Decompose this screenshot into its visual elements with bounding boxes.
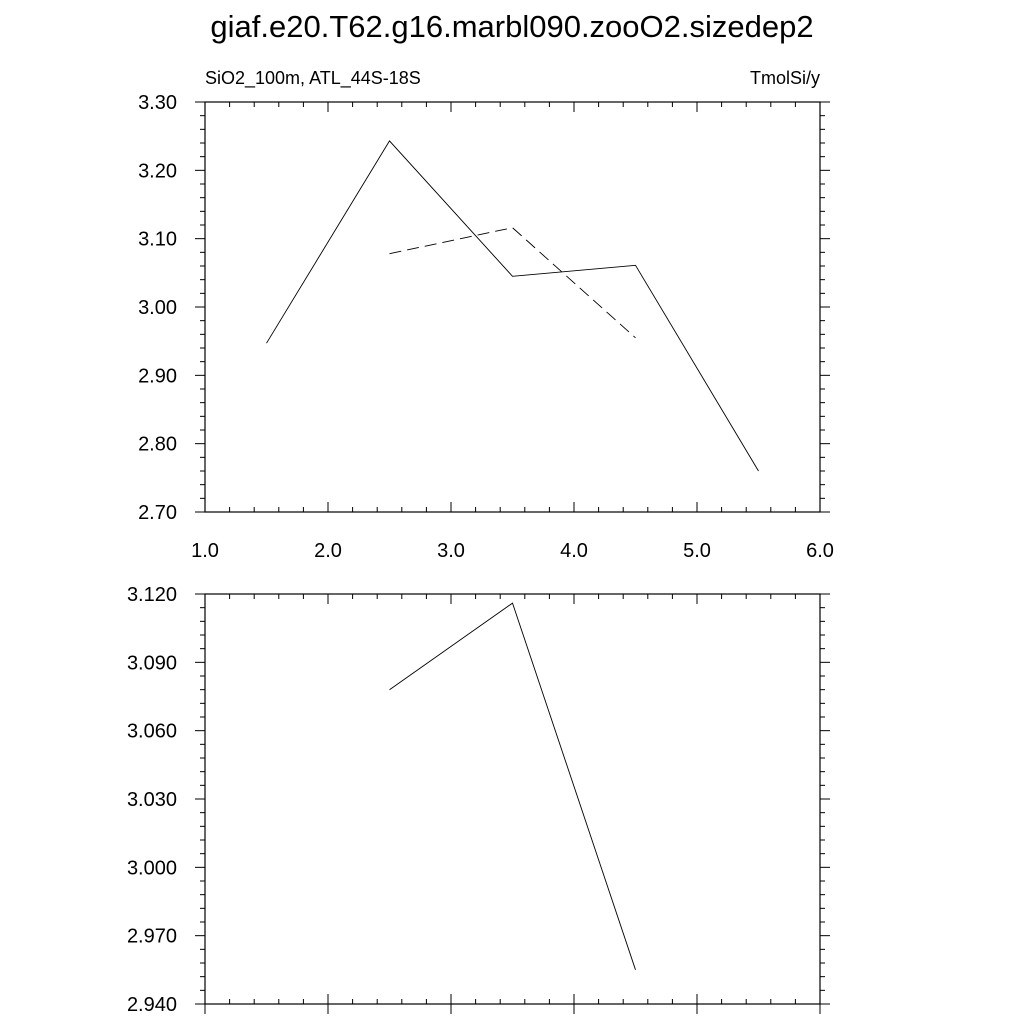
y-tick-label: 3.00	[138, 297, 177, 319]
y-tick-label: 3.030	[127, 789, 177, 811]
y-tick-label: 3.000	[127, 857, 177, 879]
plot-frame	[204, 101, 821, 513]
panel-right-label: TmolSi/y	[750, 68, 820, 88]
series-line-2	[389, 227, 636, 339]
y-tick-label: 3.30	[138, 92, 177, 114]
y-tick-label: 2.90	[138, 365, 177, 387]
panel-left-label: SiO2_100m, ATL_44S-18S	[205, 68, 421, 89]
panel-2: 2.940 2.970 3.000 3.030 3.060 3.090 3.120	[127, 584, 830, 1016]
series-line-1	[389, 602, 636, 970]
x-tick-label: 5.0	[683, 540, 711, 562]
y-tick-label: 2.80	[138, 434, 177, 456]
y-tick-label: 3.090	[127, 652, 177, 674]
y-tick-label: 3.120	[127, 584, 177, 606]
y-tick-label: 3.10	[138, 229, 177, 251]
x-tick-label: 2.0	[314, 540, 342, 562]
y-tick-label: 2.70	[138, 502, 177, 524]
y-tick-label: 2.940	[127, 994, 177, 1016]
panels: 2.70 2.80 2.90 3.00 3.10 3.20 3.30 1.0 2.0 3.0 4.0…	[127, 68, 834, 1016]
y-tick-label: 3.060	[127, 721, 177, 743]
y-tick-label: 3.20	[138, 160, 177, 182]
x-tick-label: 3.0	[437, 540, 465, 562]
x-tick-label: 4.0	[560, 540, 588, 562]
panel-1: 2.70 2.80 2.90 3.00 3.10 3.20 3.30 1.0 2.0 3.0 4.0…	[138, 68, 834, 562]
x-tick-label: 6.0	[806, 540, 834, 562]
chart-title: giaf.e20.T62.g16.marbl090.zooO2.sizedep2	[210, 9, 813, 44]
x-tick-label: 1.0	[191, 540, 219, 562]
y-tick-label: 2.970	[127, 926, 177, 948]
plot-frame	[204, 593, 821, 1005]
series-line-1	[266, 140, 759, 472]
